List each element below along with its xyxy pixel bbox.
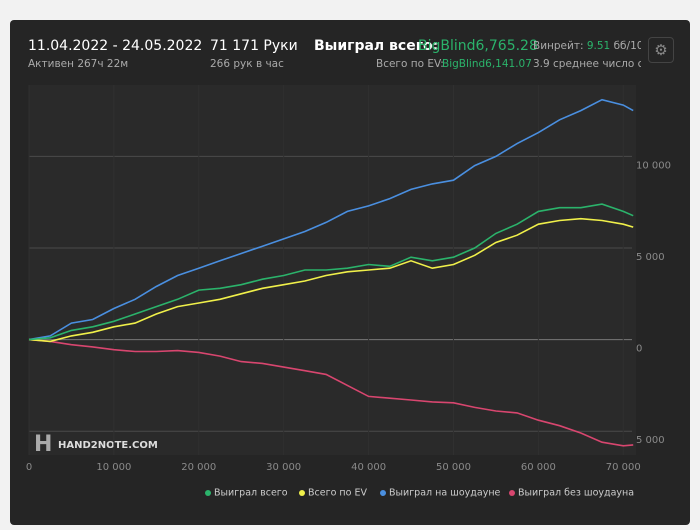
series-line bbox=[28, 203, 634, 341]
legend-label: Всего по EV bbox=[308, 488, 367, 499]
x-tick-label: 20 000 bbox=[181, 462, 216, 473]
hands: 71 171 Руки bbox=[210, 38, 298, 54]
legend-marker bbox=[299, 490, 305, 496]
period: 11.04.2022 - 24.05.2022 bbox=[28, 38, 203, 54]
x-tick-label: 40 000 bbox=[351, 462, 386, 473]
won-value: BigBlind6,765.28 bbox=[418, 38, 538, 54]
hands-per-hour: 266 рук в час bbox=[210, 58, 284, 70]
watermark: HAND2NOTE.COM bbox=[58, 440, 158, 451]
x-tick-label: 70 000 bbox=[606, 462, 641, 473]
y-tick-label: 10 000 bbox=[636, 160, 671, 171]
series-line bbox=[28, 338, 634, 447]
x-tick-label: 30 000 bbox=[266, 462, 301, 473]
winrate-unit: бб/100 bbox=[613, 40, 641, 52]
x-tick-label: 10 000 bbox=[96, 462, 131, 473]
x-tick-label: 50 000 bbox=[436, 462, 471, 473]
settings-button[interactable]: ⚙ bbox=[648, 37, 674, 63]
series-line bbox=[28, 98, 634, 341]
y-tick-label: 5 000 bbox=[636, 252, 665, 263]
y-tick-label: 5 000 bbox=[636, 435, 665, 446]
avg-players: 3.9 среднее число ст bbox=[533, 58, 641, 70]
active: Активен 267ч 22м bbox=[28, 58, 129, 70]
series-line bbox=[28, 217, 634, 343]
legend-label: Выиграл без шоудауна bbox=[518, 488, 634, 499]
won-label: Выиграл всего: bbox=[314, 38, 439, 54]
ev-value: BigBlind6,141.07 bbox=[442, 58, 532, 70]
legend-label: Выиграл на шоудауне bbox=[389, 488, 501, 499]
ev-label: Всего по EV: bbox=[376, 58, 444, 70]
legend-label: Выиграл всего bbox=[214, 488, 288, 499]
legend-marker bbox=[205, 490, 211, 496]
x-tick-label: 0 bbox=[26, 462, 32, 473]
winrate-value: 9.51 bbox=[586, 40, 611, 52]
winrate-label: Винрейт: bbox=[533, 40, 584, 52]
winrate: Винрейт: 9.51 бб/100 bbox=[533, 40, 641, 52]
x-tick-label: 60 000 bbox=[521, 462, 556, 473]
legend-marker bbox=[380, 490, 386, 496]
legend-marker bbox=[509, 490, 515, 496]
y-tick-label: 0 bbox=[636, 344, 642, 355]
logo-mark: H bbox=[34, 432, 52, 457]
